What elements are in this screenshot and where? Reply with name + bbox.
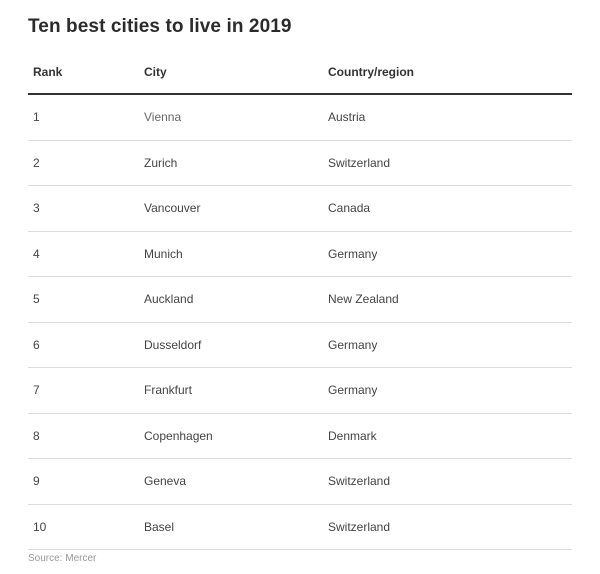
table-row: 1 Vienna Austria <box>28 95 572 141</box>
country-region-cell: New Zealand <box>328 292 399 307</box>
city-cell: Vancouver <box>144 201 201 216</box>
city-cell: Munich <box>144 246 183 261</box>
country-region-cell: Germany <box>328 337 378 352</box>
header-country-region: Country/region <box>328 64 414 79</box>
ranking-table: Rank City Country/region 1 Vienna Austria 2… <box>28 50 572 550</box>
header-rank: Rank <box>33 64 63 79</box>
rank-cell: 2 <box>33 155 40 170</box>
country-region-cell: Switzerland <box>328 519 391 534</box>
country-region-cell: Canada <box>328 201 371 216</box>
table-header-row: Rank City Country/region <box>28 50 572 95</box>
country-region-cell: Denmark <box>328 428 377 443</box>
rank-cell: 5 <box>33 292 40 307</box>
country-region-cell: Austria <box>328 110 366 125</box>
city-cell: Dusseldorf <box>144 337 202 352</box>
rank-cell: 10 <box>33 519 47 534</box>
city-cell: Zurich <box>144 155 178 170</box>
city-cell: Vienna <box>144 110 182 125</box>
table-title: Ten best cities to live in 2019 <box>28 16 292 37</box>
table-row: 8 Copenhagen Denmark <box>28 414 572 459</box>
rank-cell: 7 <box>33 383 40 398</box>
rank-cell: 8 <box>33 428 40 443</box>
table-row: 3 Vancouver Canada <box>28 186 572 232</box>
table-row: 10 Basel Switzerland <box>28 505 572 550</box>
header-city: City <box>144 64 167 79</box>
source-note: Source: Mercer <box>28 553 97 564</box>
rank-cell: 3 <box>33 201 40 216</box>
rank-cell: 9 <box>33 474 40 489</box>
country-region-cell: Switzerland <box>328 474 391 489</box>
city-cell: Basel <box>144 519 175 534</box>
city-cell: Geneva <box>144 474 187 489</box>
country-region-cell: Germany <box>328 246 378 261</box>
city-cell: Frankfurt <box>144 383 193 398</box>
table-row: 5 Auckland New Zealand <box>28 277 572 323</box>
table-row: 6 Dusseldorf Germany <box>28 323 572 368</box>
table-body: 1 Vienna Austria 2 Zurich Switzerland 3 Vancouv… <box>28 95 572 550</box>
table-row: 2 Zurich Switzerland <box>28 141 572 186</box>
city-cell: Copenhagen <box>144 428 213 443</box>
table-row: 4 Munich Germany <box>28 232 572 277</box>
rank-cell: 4 <box>33 246 40 261</box>
rank-cell: 1 <box>33 110 40 125</box>
table-row: 9 Geneva Switzerland <box>28 459 572 505</box>
city-cell: Auckland <box>144 292 194 307</box>
table-row: 7 Frankfurt Germany <box>28 368 572 414</box>
country-region-cell: Switzerland <box>328 155 391 170</box>
rank-cell: 6 <box>33 337 40 352</box>
country-region-cell: Germany <box>328 383 378 398</box>
